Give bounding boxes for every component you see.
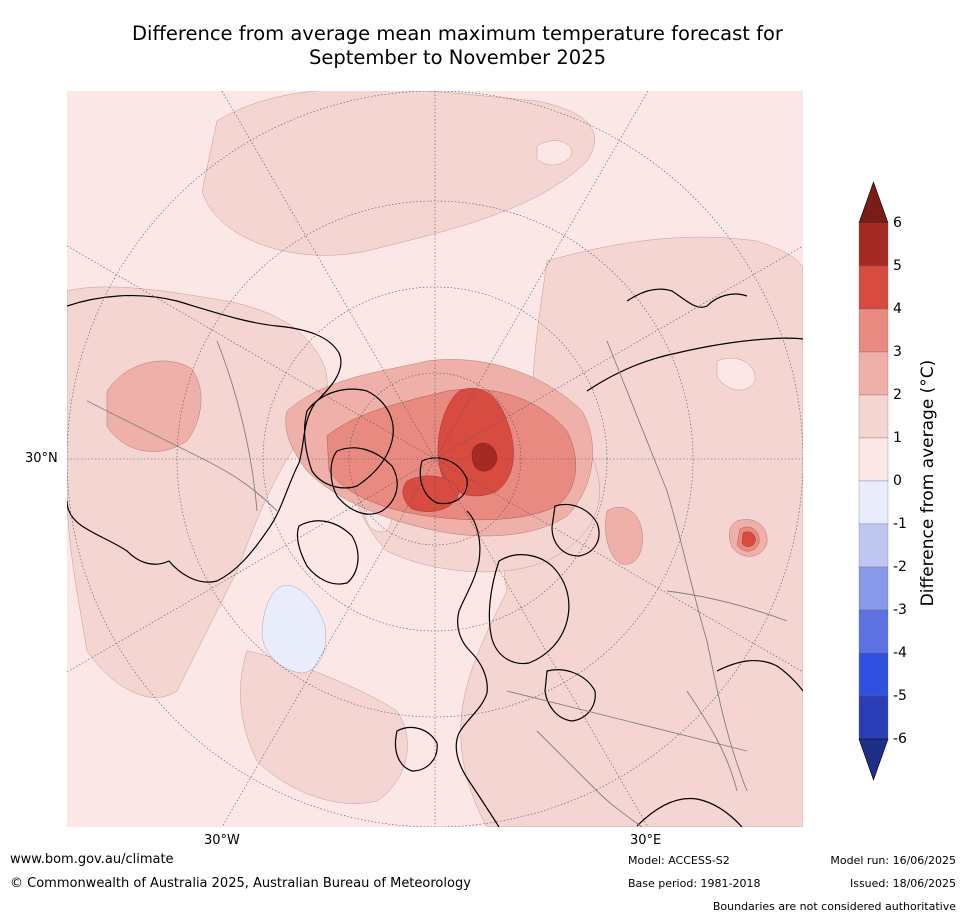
- colorbar-over-triangle: [858, 181, 889, 224]
- colorbar-label-prefix: Difference from average (: [918, 386, 938, 607]
- colorbar-tick-label: -6: [893, 731, 907, 747]
- issued-text: Issued: 18/06/2025: [849, 877, 956, 890]
- model-run-text: Model run: 16/06/2025: [830, 854, 956, 867]
- colorbar-tick-label: 5: [893, 258, 902, 274]
- colorbar-tick-label: 0: [893, 473, 902, 489]
- website-link[interactable]: www.bom.gov.au/climate: [10, 852, 174, 867]
- colorbar-bin: [858, 480, 889, 525]
- colorbar-tick-label: -2: [893, 559, 907, 575]
- lon-30e-label: 30°E: [630, 833, 662, 848]
- colorbar: [858, 181, 889, 781]
- colorbar-tick-label: 3: [893, 344, 902, 360]
- colorbar-bin: [858, 394, 889, 439]
- coastlines: [67, 288, 803, 827]
- anomaly-4-to-5-regions: [402, 387, 756, 547]
- title-line-2: September to November 2025: [308, 46, 607, 69]
- copyright-text: © Commonwealth of Australia 2025, Austra…: [10, 876, 471, 891]
- colorbar-tick-label: 6: [893, 215, 902, 231]
- colorbar-label-unit: °C: [918, 366, 938, 387]
- temperature-anomaly-map: [67, 91, 803, 827]
- colorbar-bin: [858, 265, 889, 310]
- colorbar-tick-label: -3: [893, 602, 907, 618]
- colorbar-tick-label: 1: [893, 430, 902, 446]
- title-line-1: Difference from average mean maximum tem…: [132, 22, 783, 45]
- lat-30n-label: 30°N: [25, 451, 58, 466]
- colorbar-bin: [858, 566, 889, 611]
- colorbar-tick-label: -4: [893, 645, 907, 661]
- colorbar-bin: [858, 351, 889, 396]
- colorbar-bin: [858, 523, 889, 568]
- colorbar-label: Difference from average (°C): [918, 360, 938, 607]
- colorbar-bin: [858, 437, 889, 482]
- colorbar-tick-label: -1: [893, 516, 907, 532]
- colorbar-bin: [858, 222, 889, 267]
- colorbar-under-triangle: [858, 738, 889, 781]
- colorbar-label-suffix: ): [918, 359, 938, 367]
- colorbar-tick-label: -5: [893, 688, 907, 704]
- cool-anomaly-region: [261, 585, 327, 674]
- colorbar-tick-label: 4: [893, 301, 902, 317]
- anomaly-5-to-6-regions: [471, 443, 498, 472]
- lon-30w-label: 30°W: [204, 833, 240, 848]
- colorbar-tick-label: 2: [893, 387, 902, 403]
- colorbar-bin: [858, 308, 889, 353]
- colorbar-bin: [858, 695, 889, 740]
- colorbar-bin: [858, 609, 889, 654]
- map-title: Difference from average mean maximum tem…: [60, 22, 855, 70]
- model-text: Model: ACCESS-S2: [628, 854, 730, 867]
- base-period-text: Base period: 1981-2018: [628, 877, 761, 890]
- graticule: [67, 91, 803, 827]
- colorbar-bin: [858, 652, 889, 697]
- disclaimer-text: Boundaries are not considered authoritat…: [712, 900, 956, 913]
- country-borders: [86, 340, 788, 827]
